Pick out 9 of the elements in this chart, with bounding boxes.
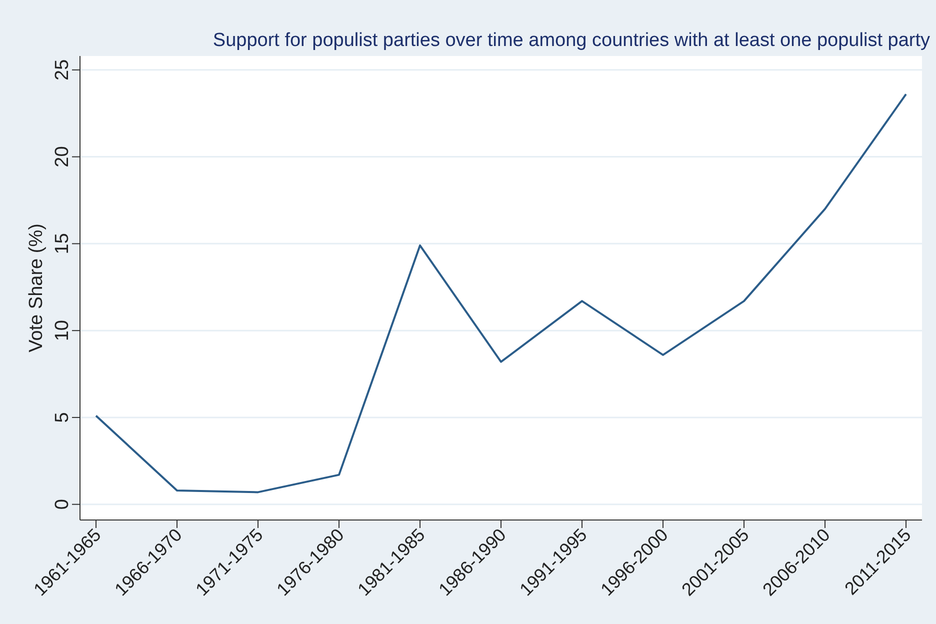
- y-tick-label: 15: [52, 233, 73, 254]
- line-series: [95, 93, 907, 494]
- y-axis-title: Vote Share (%): [26, 224, 47, 352]
- chart-title: Support for populist parties over time among countries with at least one populist party: [212, 30, 930, 51]
- y-tick-label: 5: [52, 412, 73, 423]
- y-tick-label: 10: [52, 320, 73, 342]
- y-tick-label: 25: [52, 59, 73, 80]
- y-tick-label: 0: [52, 499, 73, 510]
- y-tick-label: 20: [52, 146, 73, 168]
